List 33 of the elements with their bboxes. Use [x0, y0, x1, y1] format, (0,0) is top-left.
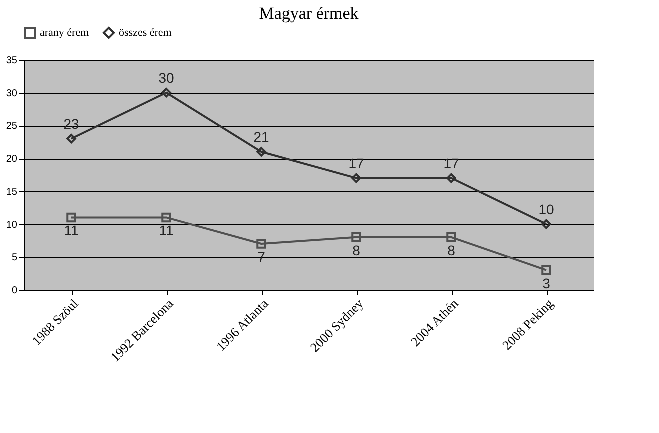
y-tick-label: 5	[12, 252, 18, 264]
y-tick-label: 25	[6, 121, 18, 132]
point	[352, 232, 362, 242]
data-label: 3	[542, 275, 551, 292]
data-label: 17	[444, 155, 460, 172]
point	[66, 134, 76, 144]
legend-label: összes érem	[119, 27, 172, 39]
legend-label: arany érem	[40, 27, 90, 39]
point	[542, 219, 552, 230]
data-label: 10	[538, 201, 554, 218]
data-label: 11	[159, 222, 174, 239]
y-tick-label: 15	[6, 186, 18, 198]
point	[352, 173, 362, 184]
data-label: 11	[64, 222, 79, 239]
y-tick-label: 20	[6, 154, 18, 166]
point	[446, 173, 456, 184]
y-tick-label: 35	[6, 56, 18, 66]
point	[66, 212, 76, 223]
point	[162, 88, 172, 98]
y-tick-label: 0	[12, 286, 18, 296]
data-label: 30	[158, 70, 174, 86]
point	[256, 239, 266, 249]
data-label: 17	[348, 155, 364, 172]
y-tick-label: 30	[6, 88, 18, 100]
y-tick-label: 10	[6, 220, 18, 231]
point	[256, 147, 266, 157]
data-label: 8	[448, 242, 456, 258]
data-label: 8	[352, 242, 361, 258]
point	[162, 212, 172, 223]
point	[446, 232, 456, 242]
data-label: 21	[254, 129, 270, 145]
chart-title: Magyar érmek	[259, 4, 360, 23]
point	[542, 265, 552, 276]
